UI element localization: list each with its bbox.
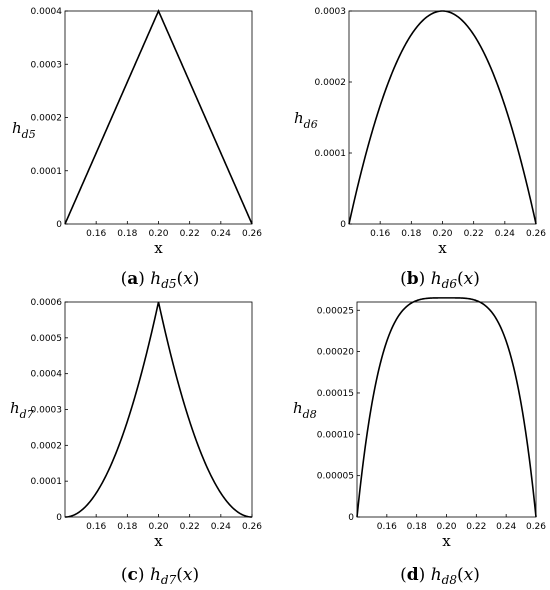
y-axis-label: hd8 [293, 399, 317, 421]
plot-frame [64, 301, 253, 518]
y-tick-label: 0.00025 [317, 306, 354, 316]
series-line [64, 9, 253, 225]
y-tick-label: 0.0001 [315, 149, 347, 159]
x-tick-label: 0.22 [180, 522, 200, 532]
x-tick-label: 0.16 [86, 522, 106, 532]
y-tick-label: 0.0002 [315, 78, 347, 88]
y-axis-label: hd5 [12, 119, 36, 141]
x-tick-label: 0.24 [211, 229, 231, 239]
x-tick-label: 0.20 [148, 522, 168, 532]
panel-caption: (d) hd8(x) [400, 565, 480, 587]
x-tick-label: 0.16 [377, 522, 397, 532]
series-line [348, 10, 537, 225]
x-tick-label: 0.26 [242, 522, 262, 532]
y-axis-label: hd7 [10, 399, 34, 421]
y-tick-label: 0.0003 [315, 7, 347, 17]
y-tick-label: 0.0001 [31, 477, 63, 487]
x-tick-label: 0.20 [436, 522, 456, 532]
y-tick-label: 0.00010 [317, 430, 354, 440]
x-tick-label: 0.24 [211, 522, 231, 532]
x-tick-label: 0.16 [370, 229, 390, 239]
x-tick-label: 0.20 [148, 229, 168, 239]
y-tick-label: 0 [56, 513, 62, 523]
x-axis-label: x [154, 532, 163, 550]
y-tick-label: 0.00020 [317, 348, 354, 358]
x-tick-label: 0.22 [466, 522, 486, 532]
series-line [356, 297, 537, 518]
x-tick-label: 0.20 [432, 229, 452, 239]
y-tick-label: 0.0003 [31, 60, 63, 70]
y-tick-label: 0.00015 [317, 389, 354, 399]
x-tick-label: 0.18 [117, 522, 137, 532]
x-tick-label: 0.24 [496, 522, 516, 532]
y-axis-label: hd6 [294, 109, 318, 131]
x-axis-label: x [154, 239, 163, 257]
y-tick-label: 0 [56, 220, 62, 230]
y-tick-label: 0.0006 [31, 298, 63, 308]
panel-b: 0.16 0.18 0.20 0.22 0.24 0.26 0 0.0001 0.0002 0.0… [294, 7, 546, 291]
panel-caption: (a) hd5(x) [121, 269, 200, 291]
y-tick-label: 0 [340, 220, 346, 230]
x-tick-label: 0.18 [117, 229, 137, 239]
series-line [64, 301, 253, 518]
y-tick-label: 0.0001 [31, 167, 63, 177]
panel-caption: (b) hd6(x) [400, 269, 480, 291]
x-axis-label: x [438, 239, 447, 257]
x-tick-label: 0.22 [464, 229, 484, 239]
y-tick-label: 0.0003 [31, 406, 63, 416]
x-tick-label: 0.18 [401, 229, 421, 239]
y-tick-label: 0.0002 [31, 114, 63, 124]
x-tick-label: 0.26 [526, 229, 546, 239]
plot-frame [356, 301, 537, 518]
y-tick-label: 0.0002 [31, 441, 63, 451]
y-tick-label: 0.0004 [31, 370, 63, 380]
y-tick-label: 0 [348, 513, 354, 523]
y-tick-label: 0.0005 [31, 334, 63, 344]
x-tick-label: 0.24 [495, 229, 515, 239]
x-tick-label: 0.22 [180, 229, 200, 239]
x-tick-label: 0.18 [407, 522, 427, 532]
x-axis-label: x [442, 532, 451, 550]
panel-c: 0.16 0.18 0.20 0.22 0.24 0.26 0 0.0001 0.0002 0.0… [10, 298, 262, 587]
panel-a: 0.16 0.18 0.20 0.22 0.24 0.26 0 0.0001 0.0002 0.0… [12, 7, 262, 291]
x-tick-label: 0.26 [526, 522, 546, 532]
y-tick-label: 0.00005 [317, 472, 354, 482]
plot-frame [64, 10, 253, 225]
x-tick-label: 0.16 [86, 229, 106, 239]
x-tick-label: 0.26 [242, 229, 262, 239]
y-tick-label: 0.0004 [31, 7, 63, 17]
panel-caption: (c) hd7(x) [121, 565, 199, 587]
panel-d: 0.16 0.18 0.20 0.22 0.24 0.26 0 0.00005 0.00010 0… [293, 297, 546, 587]
